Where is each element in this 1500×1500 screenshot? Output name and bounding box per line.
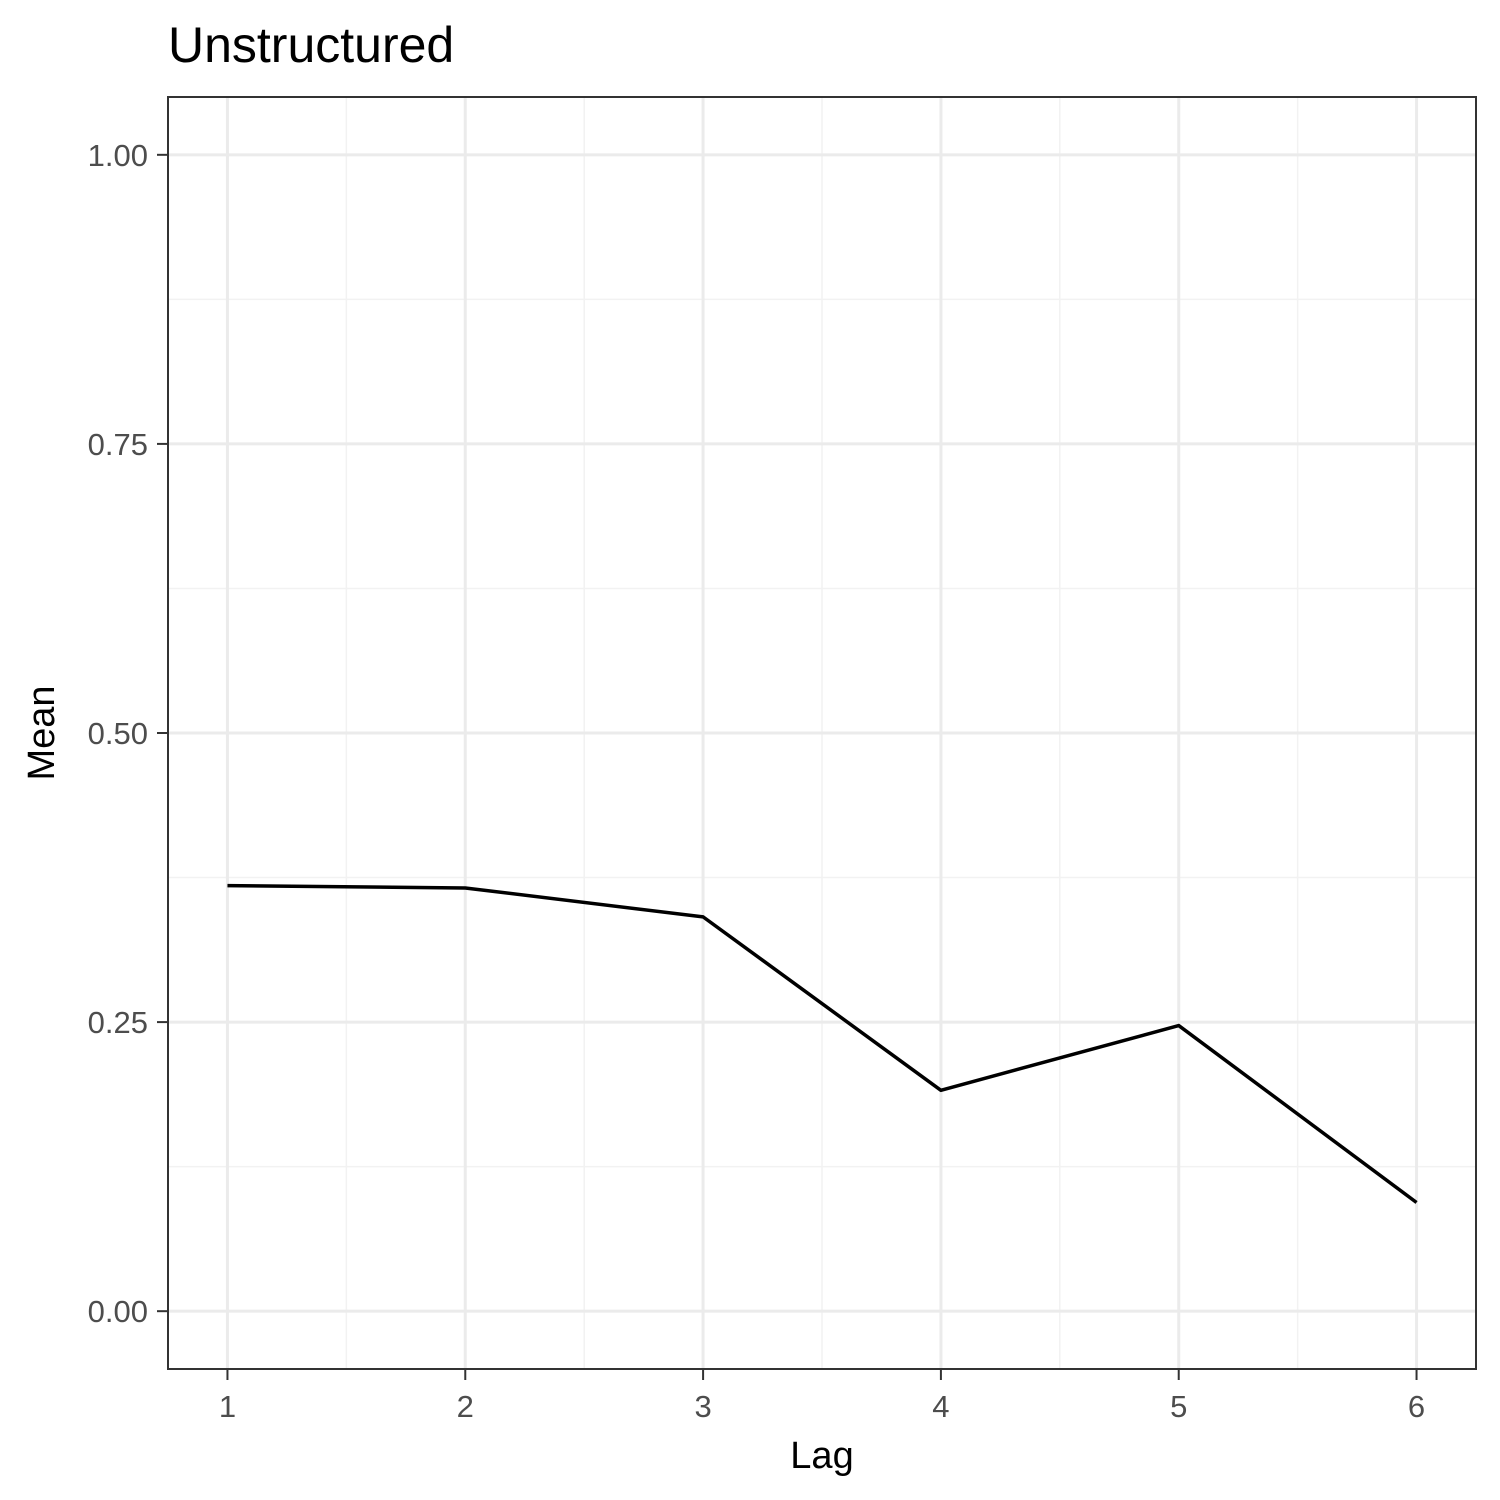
y-tick-label: 0.50: [88, 716, 148, 751]
y-tick-label: 0.00: [88, 1294, 148, 1329]
y-axis: 0.00 0.25 0.50 0.75 1.00: [88, 138, 168, 1329]
x-tick-label: 4: [932, 1389, 949, 1424]
series-line: [227, 883, 1418, 1204]
x-axis-title: Lag: [790, 1435, 853, 1477]
series-layer: [227, 883, 1418, 1204]
y-tick-label: 0.25: [88, 1005, 148, 1040]
y-tick-label: 1.00: [88, 138, 148, 173]
y-axis-title: Mean: [21, 685, 63, 780]
x-tick-label: 1: [219, 1389, 236, 1424]
y-tick-label: 0.75: [88, 427, 148, 462]
chart-title: Unstructured: [168, 17, 454, 73]
x-tick-label: 5: [1170, 1389, 1187, 1424]
x-tick-label: 3: [694, 1389, 711, 1424]
x-axis: 1 2 3 4 5 6: [219, 1369, 1425, 1424]
x-tick-label: 6: [1408, 1389, 1425, 1424]
x-tick-label: 2: [457, 1389, 474, 1424]
major-gridlines: [168, 97, 1476, 1369]
